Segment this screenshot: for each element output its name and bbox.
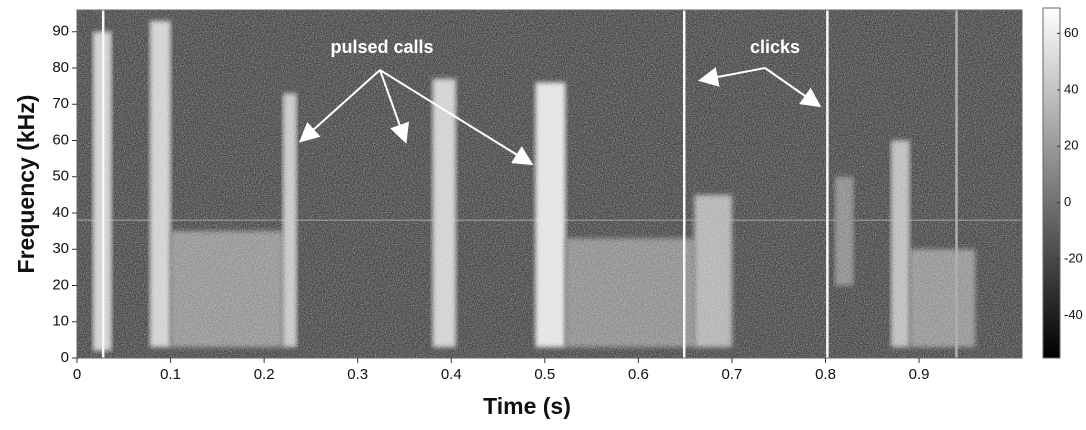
- y-tick-label: 30: [52, 240, 69, 257]
- arrow: [299, 69, 381, 143]
- x-tick-label: 0: [73, 366, 81, 383]
- y-tick-label: 90: [52, 23, 69, 40]
- y-tick-label: 0: [61, 349, 69, 366]
- colorbar-tick-label: -20: [1064, 251, 1083, 266]
- colorbar-tick-label: 60: [1064, 25, 1078, 40]
- y-tick-label: 40: [52, 204, 69, 221]
- arrow: [379, 69, 410, 144]
- colorbar-tick-label: 40: [1064, 81, 1078, 96]
- annotation: pulsed calls: [330, 37, 433, 57]
- plot-area: [77, 10, 1022, 358]
- x-tick-label: 0.2: [254, 366, 275, 383]
- annotation: clicks: [750, 37, 800, 57]
- y-tick-label: 70: [52, 95, 69, 112]
- y-tick-label: 80: [52, 59, 69, 76]
- x-tick-label: 0.6: [628, 366, 649, 383]
- colorbar-tick-label: 20: [1064, 138, 1078, 153]
- plot-frame: [76, 9, 1023, 359]
- arrow: [698, 67, 766, 87]
- noise-texture: [77, 10, 1022, 358]
- colorbar: [1042, 7, 1061, 359]
- x-tick-label: 0.9: [909, 366, 930, 383]
- y-tick-label: 20: [52, 276, 69, 293]
- x-tick-label: 0.1: [160, 366, 181, 383]
- x-tick-label: 0.4: [441, 366, 462, 383]
- x-tick-label: 0.3: [347, 366, 368, 383]
- x-tick-label: 0.7: [722, 366, 743, 383]
- colorbar-tick-label: -40: [1064, 307, 1083, 322]
- x-tick-label: 0.5: [534, 366, 555, 383]
- x-tick-label: 0.8: [815, 366, 836, 383]
- x-axis-label: Time (s): [483, 393, 571, 419]
- annotation-arrows: [299, 67, 822, 166]
- y-tick-label: 60: [52, 131, 69, 148]
- y-tick-label: 10: [52, 313, 69, 330]
- y-tick-label: 50: [52, 168, 69, 185]
- arrow: [764, 67, 822, 108]
- arrow: [379, 69, 534, 166]
- colorbar-tick-label: 0: [1064, 194, 1071, 209]
- y-axis-label: Frequency (kHz): [13, 95, 39, 274]
